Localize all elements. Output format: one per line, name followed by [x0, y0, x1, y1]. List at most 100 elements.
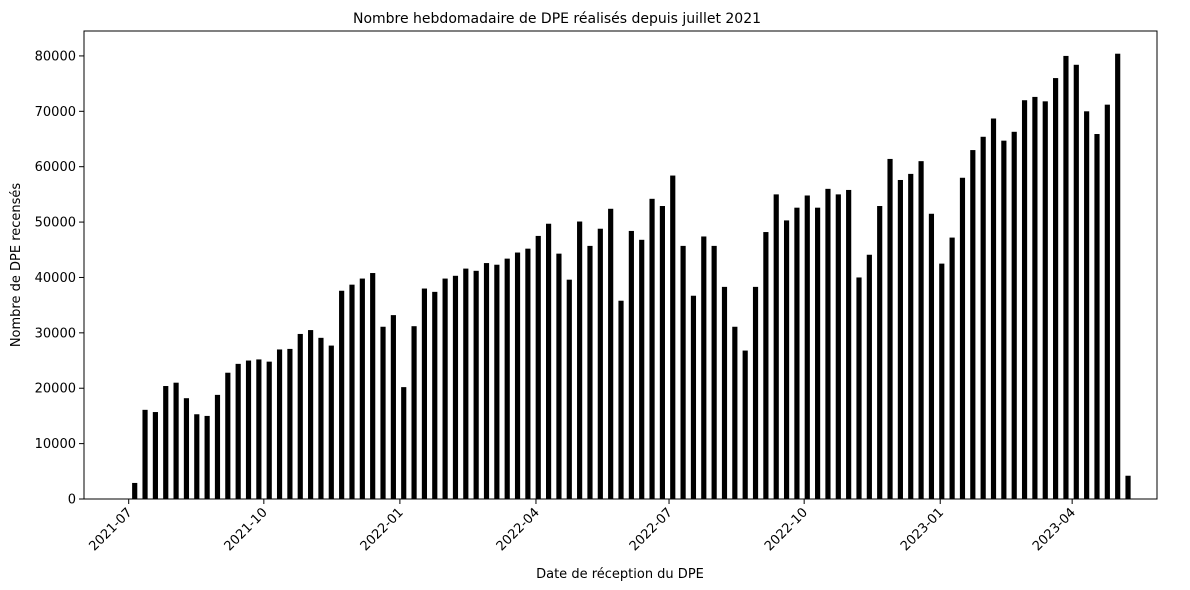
bar — [349, 284, 355, 499]
y-tick-label: 30000 — [35, 326, 76, 341]
bar — [866, 254, 872, 499]
bar — [287, 348, 293, 499]
bar — [680, 245, 686, 499]
bar — [897, 179, 903, 499]
bar — [390, 315, 396, 499]
bar — [711, 245, 717, 499]
bar — [463, 268, 469, 499]
bar — [1063, 55, 1069, 500]
bar — [1011, 131, 1017, 500]
x-tick-label: 2021-07 — [87, 505, 136, 554]
x-axis-label: Date de réception du DPE — [536, 567, 704, 582]
bar — [339, 290, 345, 499]
bar — [618, 300, 624, 499]
bar — [721, 286, 728, 499]
bar — [597, 228, 603, 499]
bar — [214, 394, 221, 499]
bar — [318, 337, 324, 499]
y-tick-label: 60000 — [35, 160, 76, 175]
bar — [132, 482, 138, 499]
bar — [928, 213, 935, 499]
bar — [752, 286, 759, 499]
bar — [566, 279, 572, 499]
bar — [142, 409, 148, 499]
bar — [473, 270, 479, 499]
bar — [1021, 100, 1028, 499]
bar — [556, 253, 562, 499]
y-tick-label: 20000 — [35, 382, 76, 397]
y-tick-label: 0 — [68, 493, 76, 508]
bar — [949, 237, 955, 500]
bar — [1084, 111, 1090, 500]
bar — [980, 136, 986, 500]
bar — [483, 263, 490, 499]
bar — [577, 221, 583, 499]
bar — [835, 194, 841, 499]
bar — [504, 258, 510, 499]
bar — [815, 207, 821, 499]
bar — [401, 387, 407, 499]
bar — [235, 363, 241, 499]
x-tick-label: 2022-04 — [494, 505, 543, 554]
x-tick-label: 2022-01 — [358, 505, 407, 554]
bar — [918, 161, 924, 499]
bar — [1053, 78, 1059, 500]
bar — [970, 150, 976, 500]
bar — [163, 386, 169, 499]
bar — [1115, 53, 1121, 499]
bar — [266, 361, 272, 499]
bar — [256, 359, 262, 499]
y-tick-label: 70000 — [35, 105, 76, 120]
bar — [773, 194, 779, 499]
x-tick-label: 2022-10 — [762, 505, 811, 554]
bar — [370, 273, 376, 499]
bar — [587, 245, 593, 499]
bar — [535, 235, 541, 499]
bar — [959, 177, 966, 499]
bar — [877, 206, 883, 499]
bar — [856, 277, 862, 499]
y-tick-label: 40000 — [35, 271, 76, 286]
bar — [194, 414, 200, 499]
bar — [411, 326, 417, 499]
bar — [359, 278, 365, 499]
bar — [659, 206, 665, 499]
bar — [887, 158, 893, 499]
bar — [494, 264, 500, 499]
bar — [442, 278, 448, 499]
bar — [639, 239, 645, 500]
bar — [1073, 64, 1079, 500]
bar — [1104, 104, 1110, 500]
bar — [804, 195, 810, 499]
bar — [1032, 96, 1038, 500]
bar — [173, 382, 179, 499]
bar — [794, 207, 800, 499]
bar — [628, 230, 634, 499]
bar — [670, 175, 676, 500]
bar — [701, 236, 707, 499]
bar — [690, 295, 697, 499]
y-axis-label: Nombre de DPE recensés — [9, 183, 24, 348]
bar — [204, 415, 210, 499]
bar — [225, 372, 231, 499]
bar — [432, 291, 438, 499]
bar — [183, 398, 190, 499]
y-tick-label: 80000 — [35, 49, 76, 64]
bar — [1125, 475, 1131, 499]
bar — [732, 326, 738, 499]
bar — [328, 345, 334, 499]
bar — [825, 188, 831, 499]
y-tick-label: 10000 — [35, 437, 76, 452]
x-tick-label: 2022-07 — [627, 505, 676, 554]
x-tick-label: 2023-01 — [898, 505, 947, 554]
bar — [380, 326, 386, 499]
bar — [1042, 101, 1048, 499]
bar — [608, 208, 614, 500]
bar — [297, 333, 303, 499]
bar — [308, 330, 314, 499]
y-tick-label: 50000 — [35, 216, 76, 231]
x-tick-label: 2023-04 — [1030, 505, 1079, 554]
bar — [742, 350, 748, 499]
bar — [990, 118, 997, 499]
